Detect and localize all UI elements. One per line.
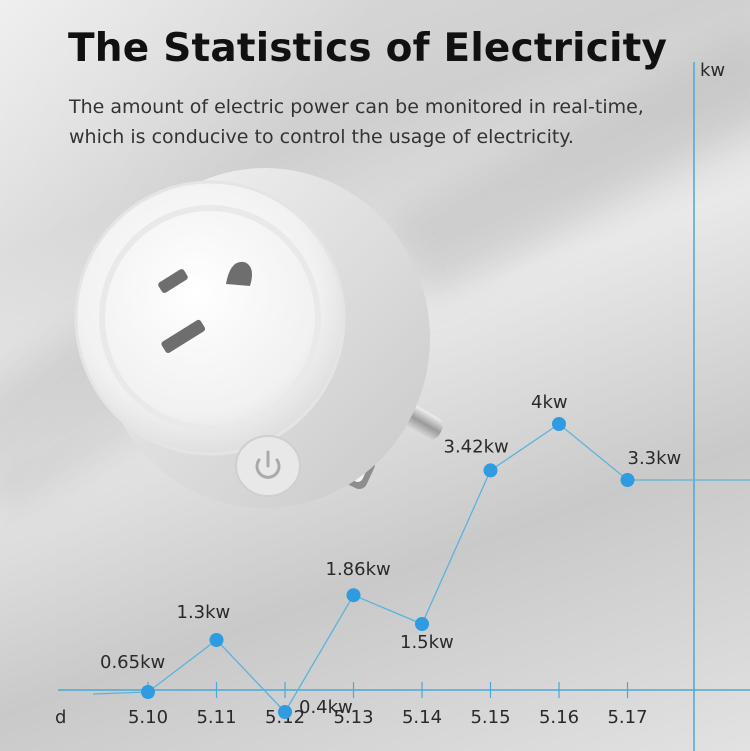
x-tick-label: 5.11 [196, 707, 236, 728]
data-point [141, 685, 155, 699]
data-label: 0.65kw [100, 652, 165, 673]
data-point [483, 463, 498, 478]
chart-layer: 5.105.115.125.135.145.155.165.170.65kw1.… [92, 392, 750, 728]
data-point [620, 473, 635, 487]
data-point [415, 617, 429, 631]
power-icon [235, 435, 301, 497]
x-tick-label: 5.14 [402, 707, 442, 728]
x-tick-label: 5.13 [333, 707, 373, 728]
plug-face-ring [99, 205, 321, 431]
x-tick-label: 5.17 [607, 707, 647, 728]
socket-ground-hole [226, 261, 252, 286]
smart-plug-image [74, 168, 443, 508]
plug-face [74, 180, 346, 456]
page-title: The Statistics of Electricity [68, 26, 668, 71]
page-subtitle: The amount of electric power can be moni… [69, 96, 644, 148]
x-tick-label: 5.15 [470, 707, 510, 728]
data-label: 4kw [531, 392, 568, 413]
socket-slot [158, 269, 188, 293]
x-tick-label: 5.16 [539, 707, 579, 728]
data-label: 1.5kw [400, 632, 454, 653]
series-line [92, 423, 750, 714]
socket-slot [161, 319, 206, 353]
data-point [346, 588, 361, 603]
data-point [552, 417, 566, 431]
data-label: 0.4kw [299, 697, 353, 718]
x-tick-label: 5.10 [128, 707, 168, 728]
x-axis-label: d [55, 707, 66, 728]
y-axis-label: kw [700, 60, 725, 81]
data-label: 1.3kw [177, 602, 231, 623]
data-label: 3.3kw [628, 448, 682, 469]
data-point [278, 705, 292, 719]
data-point [209, 633, 224, 647]
data-label: 3.42kw [444, 436, 509, 457]
data-label: 1.86kw [326, 559, 391, 580]
